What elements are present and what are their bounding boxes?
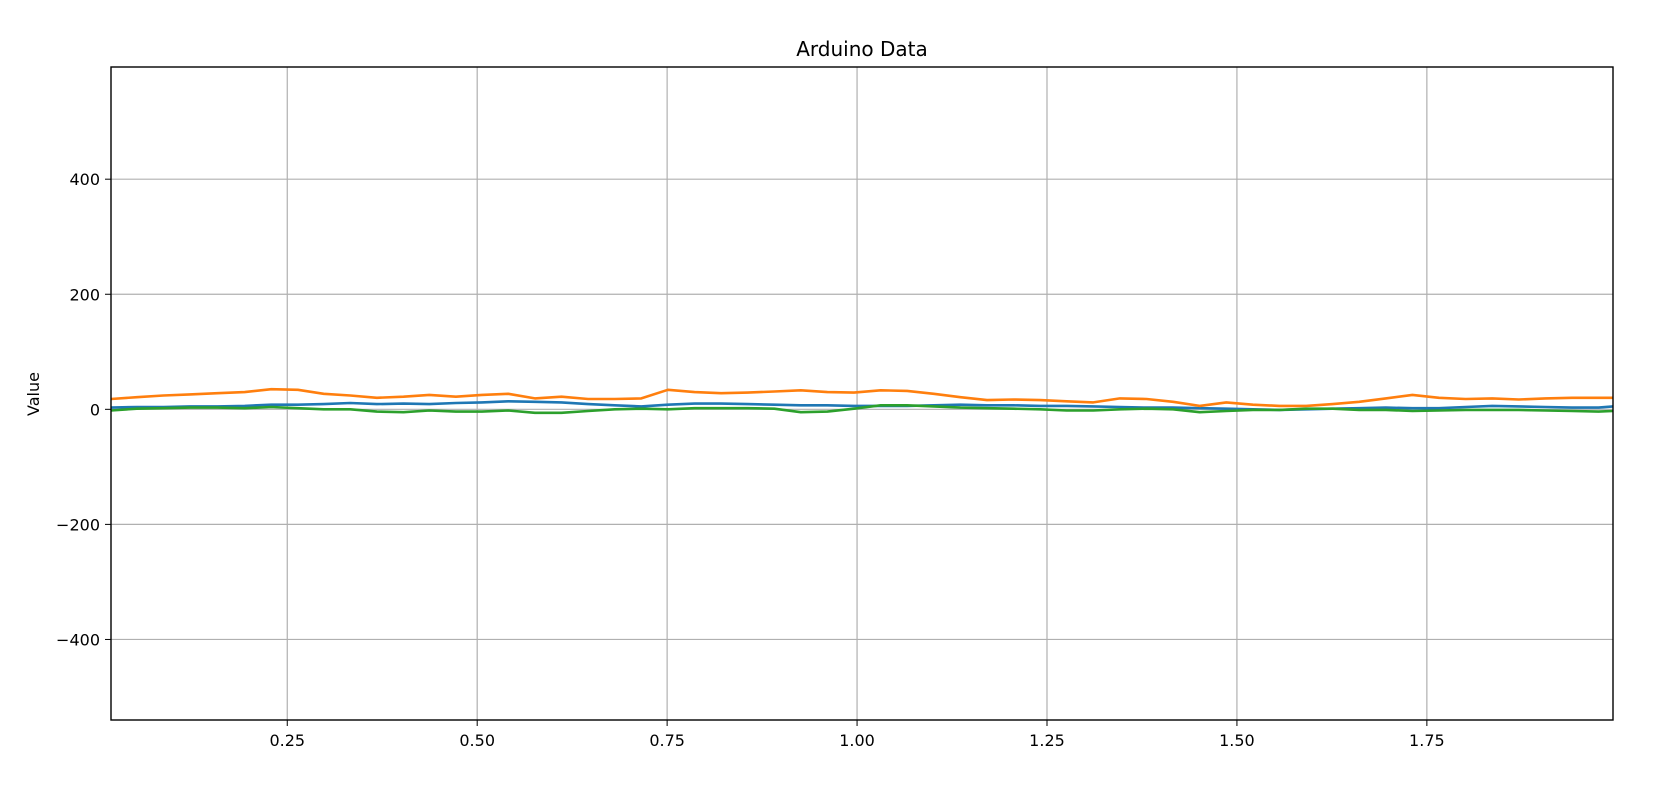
chart-title: Arduino Data (796, 37, 928, 61)
plot-frame (110, 66, 1614, 721)
x-tick-label: 1.00 (839, 731, 875, 750)
series-lines (110, 387, 1614, 415)
y-tick-label: −200 (56, 515, 100, 534)
x-tick-label: 0.50 (459, 731, 495, 750)
x-tick-label: 1.25 (1029, 731, 1065, 750)
x-tick-label: 1.50 (1219, 731, 1255, 750)
y-tick-label: 200 (69, 285, 100, 304)
y-axis-label: Value (24, 372, 43, 416)
series-line-2 (110, 387, 1613, 408)
x-tick-label: 1.75 (1409, 731, 1445, 750)
y-tick-label: 0 (90, 400, 100, 419)
x-tick-label: 0.25 (269, 731, 305, 750)
x-axis: 0.25 0.50 0.75 1.00 1.25 1.50 1.75 (269, 720, 1445, 750)
y-tick-label: 400 (69, 170, 100, 189)
x-tick-label: 0.75 (649, 731, 685, 750)
y-tick-label: −400 (56, 630, 100, 649)
series-line-3 (110, 403, 1614, 415)
y-axis: −400 −200 0 200 400 (56, 170, 111, 649)
